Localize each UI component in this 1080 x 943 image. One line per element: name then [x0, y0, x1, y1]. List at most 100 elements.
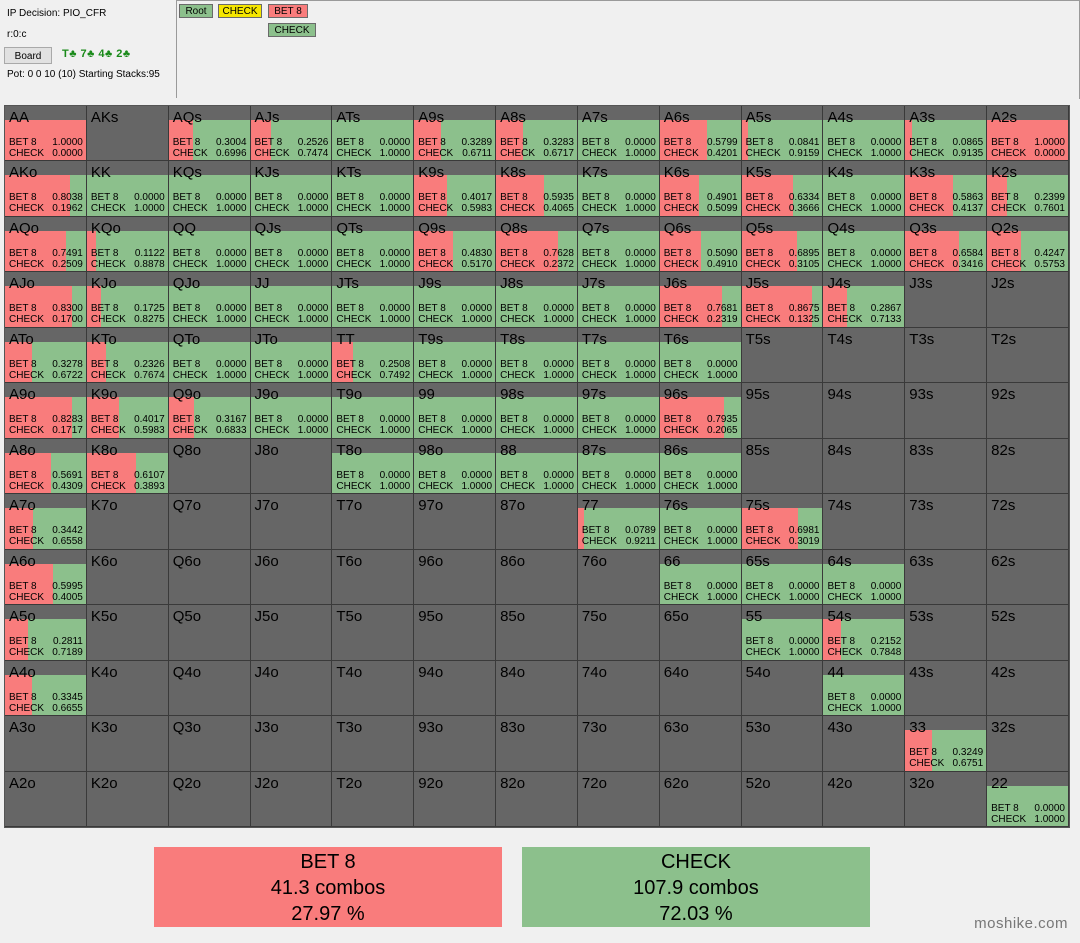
hand-cell-K5o[interactable]: K5o — [86, 605, 169, 661]
hand-cell-J8o[interactable]: J8o — [250, 438, 333, 495]
hand-cell-K4o[interactable]: K4o — [86, 660, 169, 717]
hand-cell-K9o[interactable]: K9o BET 8 0.4017 CHECK 0.5983 — [86, 383, 169, 439]
hand-cell-QJs[interactable]: QJs BET 8 0.0000 CHECK 1.0000 — [250, 216, 333, 273]
hand-cell-J6s[interactable]: J6s BET 8 0.7681 CHECK 0.2319 — [659, 272, 742, 328]
hand-cell-JTo[interactable]: JTo BET 8 0.0000 CHECK 1.0000 — [250, 327, 333, 384]
hand-cell-K5s[interactable]: K5s BET 8 0.6334 CHECK 0.3666 — [741, 161, 824, 217]
hand-cell-J5o[interactable]: J5o — [250, 605, 333, 661]
hand-cell-97s[interactable]: 97s BET 8 0.0000 CHECK 1.0000 — [577, 383, 660, 439]
hand-cell-K7o[interactable]: K7o — [86, 494, 169, 550]
hand-cell-T8s[interactable]: T8s BET 8 0.0000 CHECK 1.0000 — [496, 327, 578, 384]
hand-cell-T7s[interactable]: T7s BET 8 0.0000 CHECK 1.0000 — [577, 327, 660, 384]
hand-cell-A4o[interactable]: A4o BET 8 0.3345 CHECK 0.6655 — [5, 660, 87, 717]
hand-cell-64s[interactable]: 64s BET 8 0.0000 CHECK 1.0000 — [823, 549, 906, 606]
hand-cell-A4s[interactable]: A4s BET 8 0.0000 CHECK 1.0000 — [823, 106, 906, 162]
hand-cell-J9o[interactable]: J9o BET 8 0.0000 CHECK 1.0000 — [250, 383, 333, 439]
hand-cell-K6s[interactable]: K6s BET 8 0.4901 CHECK 0.5099 — [659, 161, 742, 217]
hand-cell-Q2s[interactable]: Q2s BET 8 0.4247 CHECK 0.5753 — [987, 216, 1069, 273]
hand-cell-66[interactable]: 66 BET 8 0.0000 CHECK 1.0000 — [659, 549, 742, 606]
hand-cell-Q8s[interactable]: Q8s BET 8 0.7628 CHECK 0.2372 — [496, 216, 578, 273]
hand-cell-T6o[interactable]: T6o — [332, 549, 415, 606]
hand-cell-K2s[interactable]: K2s BET 8 0.2399 CHECK 0.7601 — [987, 161, 1069, 217]
hand-cell-83s[interactable]: 83s — [905, 438, 988, 495]
hand-cell-AA[interactable]: AA BET 8 1.0000 CHECK 0.0000 — [5, 106, 87, 162]
tree-node-bet[interactable]: BET 8 — [268, 4, 308, 18]
hand-cell-Q8o[interactable]: Q8o — [168, 438, 251, 495]
hand-cell-T6s[interactable]: T6s BET 8 0.0000 CHECK 1.0000 — [659, 327, 742, 384]
hand-cell-QJo[interactable]: QJo BET 8 0.0000 CHECK 1.0000 — [168, 272, 251, 328]
hand-cell-85o[interactable]: 85o — [496, 605, 578, 661]
hand-cell-86s[interactable]: 86s BET 8 0.0000 CHECK 1.0000 — [659, 438, 742, 495]
hand-cell-TT[interactable]: TT BET 8 0.2508 CHECK 0.7492 — [332, 327, 415, 384]
hand-cell-JJ[interactable]: JJ BET 8 0.0000 CHECK 1.0000 — [250, 272, 333, 328]
hand-cell-A7s[interactable]: A7s BET 8 0.0000 CHECK 1.0000 — [577, 106, 660, 162]
hand-cell-JTs[interactable]: JTs BET 8 0.0000 CHECK 1.0000 — [332, 272, 415, 328]
hand-cell-A6o[interactable]: A6o BET 8 0.5995 CHECK 0.4005 — [5, 549, 87, 606]
board-button[interactable]: Board — [4, 47, 52, 64]
hand-cell-J7o[interactable]: J7o — [250, 494, 333, 550]
hand-cell-T8o[interactable]: T8o BET 8 0.0000 CHECK 1.0000 — [332, 438, 415, 495]
hand-cell-A3s[interactable]: A3s BET 8 0.0865 CHECK 0.9135 — [905, 106, 988, 162]
hand-cell-T9o[interactable]: T9o BET 8 0.0000 CHECK 1.0000 — [332, 383, 415, 439]
hand-cell-Q9s[interactable]: Q9s BET 8 0.4830 CHECK 0.5170 — [414, 216, 497, 273]
hand-cell-73o[interactable]: 73o — [577, 716, 660, 772]
hand-cell-22[interactable]: 22 BET 8 0.0000 CHECK 1.0000 — [987, 771, 1069, 827]
hand-cell-Q6o[interactable]: Q6o — [168, 549, 251, 606]
hand-cell-42s[interactable]: 42s — [987, 660, 1069, 717]
hand-cell-72o[interactable]: 72o — [577, 771, 660, 827]
hand-cell-75o[interactable]: 75o — [577, 605, 660, 661]
hand-cell-96s[interactable]: 96s BET 8 0.7935 CHECK 0.2065 — [659, 383, 742, 439]
hand-cell-T3o[interactable]: T3o — [332, 716, 415, 772]
hand-cell-A8s[interactable]: A8s BET 8 0.3283 CHECK 0.6717 — [496, 106, 578, 162]
hand-cell-T5o[interactable]: T5o — [332, 605, 415, 661]
hand-cell-J3s[interactable]: J3s — [905, 272, 988, 328]
hand-cell-87o[interactable]: 87o — [496, 494, 578, 550]
hand-cell-KJs[interactable]: KJs BET 8 0.0000 CHECK 1.0000 — [250, 161, 333, 217]
hand-cell-T2s[interactable]: T2s — [987, 327, 1069, 384]
hand-cell-J7s[interactable]: J7s BET 8 0.0000 CHECK 1.0000 — [577, 272, 660, 328]
hand-cell-J2o[interactable]: J2o — [250, 771, 333, 827]
hand-cell-87s[interactable]: 87s BET 8 0.0000 CHECK 1.0000 — [577, 438, 660, 495]
hand-cell-52s[interactable]: 52s — [987, 605, 1069, 661]
hand-cell-43o[interactable]: 43o — [823, 716, 906, 772]
hand-cell-65s[interactable]: 65s BET 8 0.0000 CHECK 1.0000 — [741, 549, 824, 606]
hand-cell-J3o[interactable]: J3o — [250, 716, 333, 772]
hand-cell-KQo[interactable]: KQo BET 8 0.1122 CHECK 0.8878 — [86, 216, 169, 273]
hand-cell-94o[interactable]: 94o — [414, 660, 497, 717]
hand-cell-95s[interactable]: 95s — [741, 383, 824, 439]
hand-cell-Q7s[interactable]: Q7s BET 8 0.0000 CHECK 1.0000 — [577, 216, 660, 273]
hand-cell-J8s[interactable]: J8s BET 8 0.0000 CHECK 1.0000 — [496, 272, 578, 328]
hand-cell-62o[interactable]: 62o — [659, 771, 742, 827]
hand-cell-AJs[interactable]: AJs BET 8 0.2526 CHECK 0.7474 — [250, 106, 333, 162]
hand-cell-K3o[interactable]: K3o — [86, 716, 169, 772]
hand-cell-QTo[interactable]: QTo BET 8 0.0000 CHECK 1.0000 — [168, 327, 251, 384]
hand-cell-97o[interactable]: 97o — [414, 494, 497, 550]
hand-cell-93s[interactable]: 93s — [905, 383, 988, 439]
hand-cell-T7o[interactable]: T7o — [332, 494, 415, 550]
hand-cell-82o[interactable]: 82o — [496, 771, 578, 827]
hand-cell-72s[interactable]: 72s — [987, 494, 1069, 550]
hand-cell-K2o[interactable]: K2o — [86, 771, 169, 827]
hand-cell-54s[interactable]: 54s BET 8 0.2152 CHECK 0.7848 — [823, 605, 906, 661]
hand-cell-Q9o[interactable]: Q9o BET 8 0.3167 CHECK 0.6833 — [168, 383, 251, 439]
hand-cell-J2s[interactable]: J2s — [987, 272, 1069, 328]
hand-cell-42o[interactable]: 42o — [823, 771, 906, 827]
hand-cell-A9s[interactable]: A9s BET 8 0.3289 CHECK 0.6711 — [414, 106, 497, 162]
hand-cell-Q5s[interactable]: Q5s BET 8 0.6895 CHECK 0.3105 — [741, 216, 824, 273]
hand-cell-KTo[interactable]: KTo BET 8 0.2326 CHECK 0.7674 — [86, 327, 169, 384]
hand-cell-KJo[interactable]: KJo BET 8 0.1725 CHECK 0.8275 — [86, 272, 169, 328]
hand-cell-88[interactable]: 88 BET 8 0.0000 CHECK 1.0000 — [496, 438, 578, 495]
hand-cell-43s[interactable]: 43s — [905, 660, 988, 717]
tree-node-root[interactable]: Root — [179, 4, 213, 18]
hand-cell-A5s[interactable]: A5s BET 8 0.0841 CHECK 0.9159 — [741, 106, 824, 162]
hand-cell-93o[interactable]: 93o — [414, 716, 497, 772]
hand-cell-K7s[interactable]: K7s BET 8 0.0000 CHECK 1.0000 — [577, 161, 660, 217]
hand-cell-83o[interactable]: 83o — [496, 716, 578, 772]
hand-cell-33[interactable]: 33 BET 8 0.3249 CHECK 0.6751 — [905, 716, 988, 772]
hand-cell-76o[interactable]: 76o — [577, 549, 660, 606]
hand-cell-K3s[interactable]: K3s BET 8 0.5863 CHECK 0.4137 — [905, 161, 988, 217]
hand-cell-64o[interactable]: 64o — [659, 660, 742, 717]
hand-cell-Q7o[interactable]: Q7o — [168, 494, 251, 550]
hand-cell-84o[interactable]: 84o — [496, 660, 578, 717]
hand-cell-AQo[interactable]: AQo BET 8 0.7491 CHECK 0.2509 — [5, 216, 87, 273]
